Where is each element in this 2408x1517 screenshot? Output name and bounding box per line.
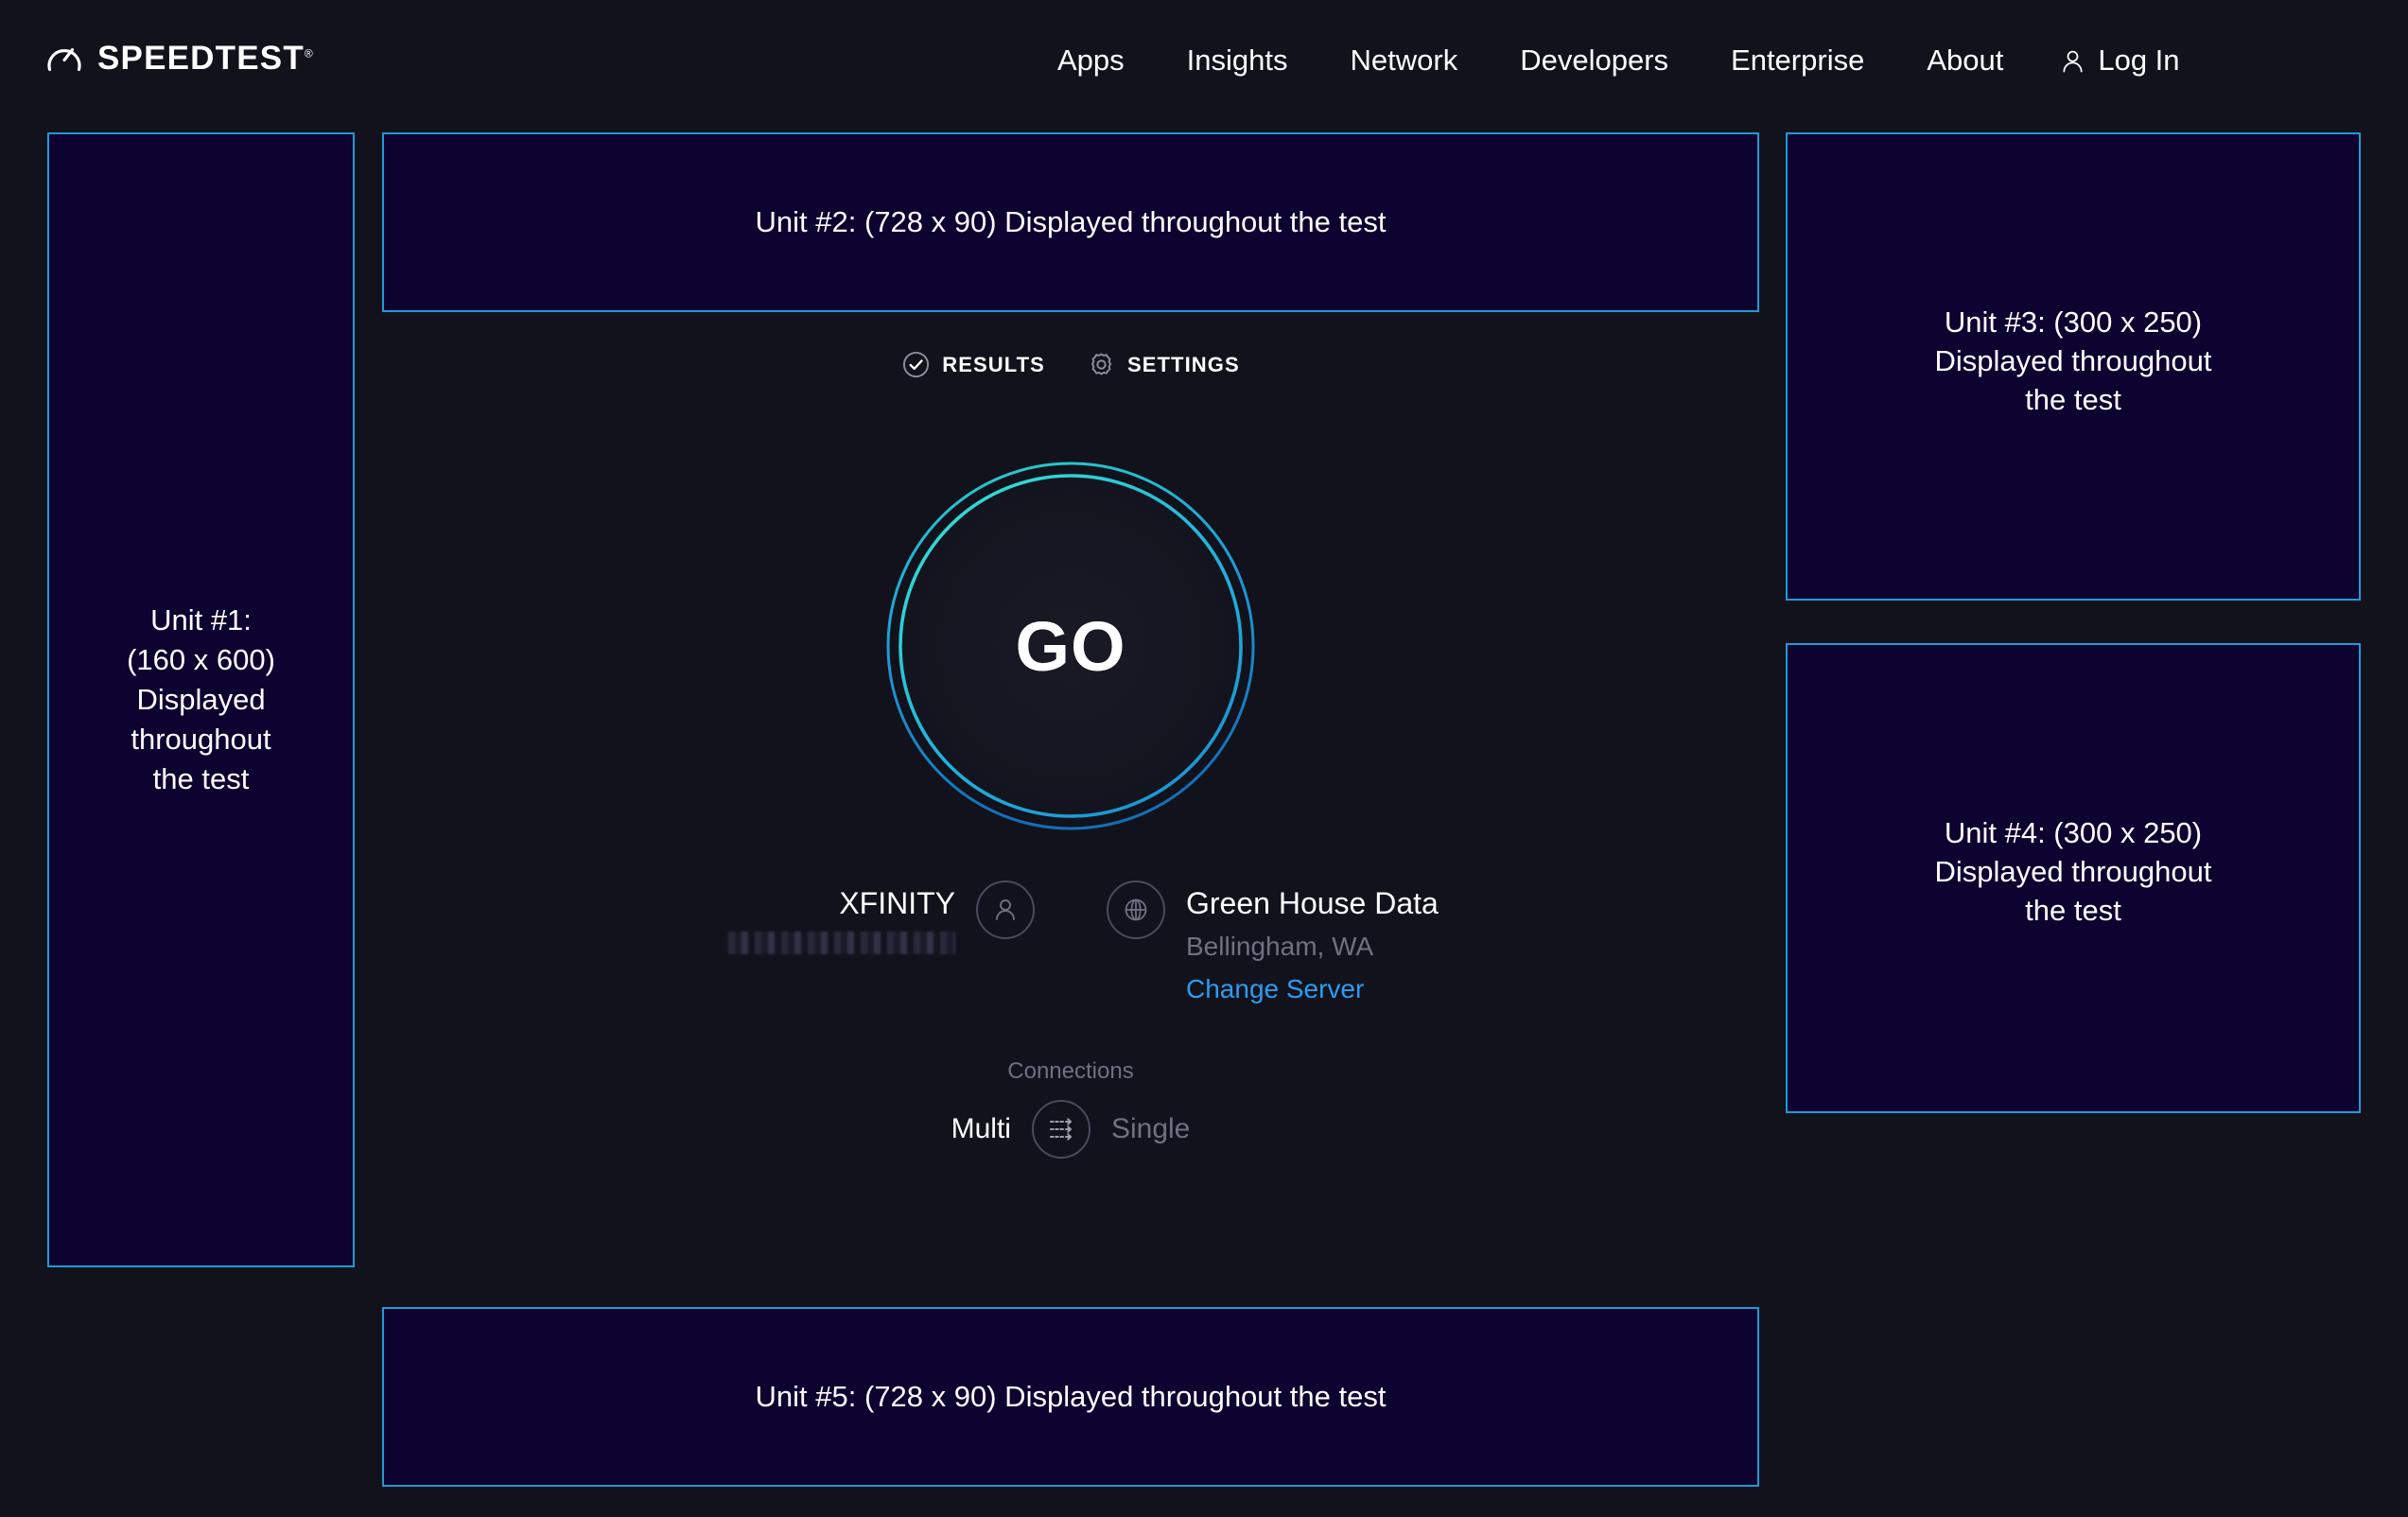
ad-unit-1[interactable]: Unit #1: (160 x 600) Displayed throughou… — [47, 132, 355, 1267]
results-button-label: RESULTS — [942, 352, 1045, 376]
settings-button-label: SETTINGS — [1126, 352, 1240, 376]
sub-navigation: RESULTS SETTINGS — [901, 350, 1240, 379]
ad-unit-3-line-2: Displayed throughout — [1934, 344, 2212, 378]
ad-unit-1-line-1: Unit #1: — [150, 603, 252, 637]
speedtest-main: RESULTS SETTINGS — [382, 312, 1759, 1159]
nav-item-developers[interactable]: Developers — [1520, 44, 1669, 77]
isp-name: XFINITY — [839, 886, 955, 920]
main-navigation: Apps Insights Network Developers Enterpr… — [1026, 42, 2225, 79]
server-info: Green House Data Bellingham, WA Change S… — [1107, 881, 1504, 1005]
connections-toggle: Multi Sing — [951, 1100, 1191, 1159]
connection-info: XFINITY — [382, 881, 1759, 1005]
ad-unit-3[interactable]: Unit #3: (300 x 250) Displayed throughou… — [1786, 132, 2361, 601]
ad-unit-4-line-3: the test — [2025, 894, 2121, 928]
ad-unit-4-text: Unit #4: (300 x 250) Displayed throughou… — [1788, 813, 2359, 931]
brand-logo[interactable]: SPEEDTEST® — [44, 38, 313, 78]
ad-unit-2[interactable]: Unit #2: (728 x 90) Displayed throughout… — [382, 132, 1759, 312]
ad-unit-2-text: Unit #2: (728 x 90) Displayed throughout… — [755, 205, 1387, 239]
nav-item-insights[interactable]: Insights — [1186, 44, 1288, 77]
ad-unit-1-line-5: the test — [152, 761, 250, 795]
gear-icon — [1091, 353, 1112, 375]
ad-unit-4[interactable]: Unit #4: (300 x 250) Displayed throughou… — [1786, 643, 2361, 1113]
speedometer-icon — [47, 47, 81, 72]
nav-item-about[interactable]: About — [1927, 44, 2004, 77]
person-circle-icon — [996, 899, 1015, 920]
settings-button[interactable]: SETTINGS — [1087, 350, 1240, 379]
isp-info[interactable]: XFINITY — [637, 881, 1035, 954]
check-circle-icon — [903, 351, 930, 378]
ad-unit-1-line-2: (160 x 600) — [127, 643, 275, 677]
ad-unit-4-line-2: Displayed throughout — [1934, 855, 2212, 889]
ad-unit-5[interactable]: Unit #5: (728 x 90) Displayed throughout… — [382, 1307, 1759, 1487]
server-name: Green House Data — [1186, 886, 1439, 920]
brand-name-text: SPEEDTEST — [97, 39, 305, 77]
site-header: SPEEDTEST® Apps Insights Network Develop… — [0, 0, 2408, 128]
multi-arrows-icon — [1049, 1118, 1072, 1141]
connections-multi-label[interactable]: Multi — [951, 1113, 1011, 1144]
isp-info-text: XFINITY — [728, 881, 955, 954]
connections-section: Connections Multi — [951, 1058, 1191, 1159]
brand-trademark: ® — [304, 45, 313, 60]
isp-ip-address — [728, 932, 955, 954]
nav-item-login[interactable]: Log In — [2034, 42, 2224, 79]
go-button[interactable]: GO — [883, 459, 1258, 833]
go-button-rings — [886, 462, 1255, 830]
globe-circle-icon — [1125, 898, 1147, 921]
ad-unit-5-text: Unit #5: (728 x 90) Displayed throughout… — [755, 1380, 1387, 1414]
go-button-label: GO — [1015, 606, 1126, 686]
nav-item-enterprise[interactable]: Enterprise — [1731, 44, 1865, 77]
ad-unit-4-line-1: Unit #4: (300 x 250) — [1944, 816, 2203, 849]
ad-unit-3-line-3: the test — [2025, 383, 2121, 417]
connections-single-label[interactable]: Single — [1110, 1113, 1191, 1144]
isp-icon-circle — [976, 881, 1035, 939]
ad-unit-1-line-3: Displayed — [136, 683, 266, 717]
ad-unit-1-text: Unit #1: (160 x 600) Displayed throughou… — [49, 601, 353, 798]
person-icon — [2063, 50, 2083, 72]
nav-item-network[interactable]: Network — [1350, 44, 1458, 77]
connections-toggle-button[interactable] — [1031, 1100, 1091, 1159]
connections-label: Connections — [1007, 1058, 1134, 1084]
server-info-text: Green House Data Bellingham, WA Change S… — [1186, 881, 1439, 1005]
change-server-link[interactable]: Change Server — [1186, 974, 1365, 1003]
brand-name: SPEEDTEST® — [97, 42, 313, 75]
results-button[interactable]: RESULTS — [901, 350, 1045, 379]
server-location: Bellingham, WA — [1186, 932, 1374, 961]
nav-item-login-label: Log In — [2098, 44, 2180, 77]
ad-unit-3-line-1: Unit #3: (300 x 250) — [1944, 305, 2203, 339]
ad-unit-3-text: Unit #3: (300 x 250) Displayed throughou… — [1788, 303, 2359, 420]
server-icon-circle — [1107, 881, 1165, 939]
nav-item-apps[interactable]: Apps — [1057, 44, 1125, 77]
ad-unit-1-line-4: throughout — [131, 722, 271, 756]
